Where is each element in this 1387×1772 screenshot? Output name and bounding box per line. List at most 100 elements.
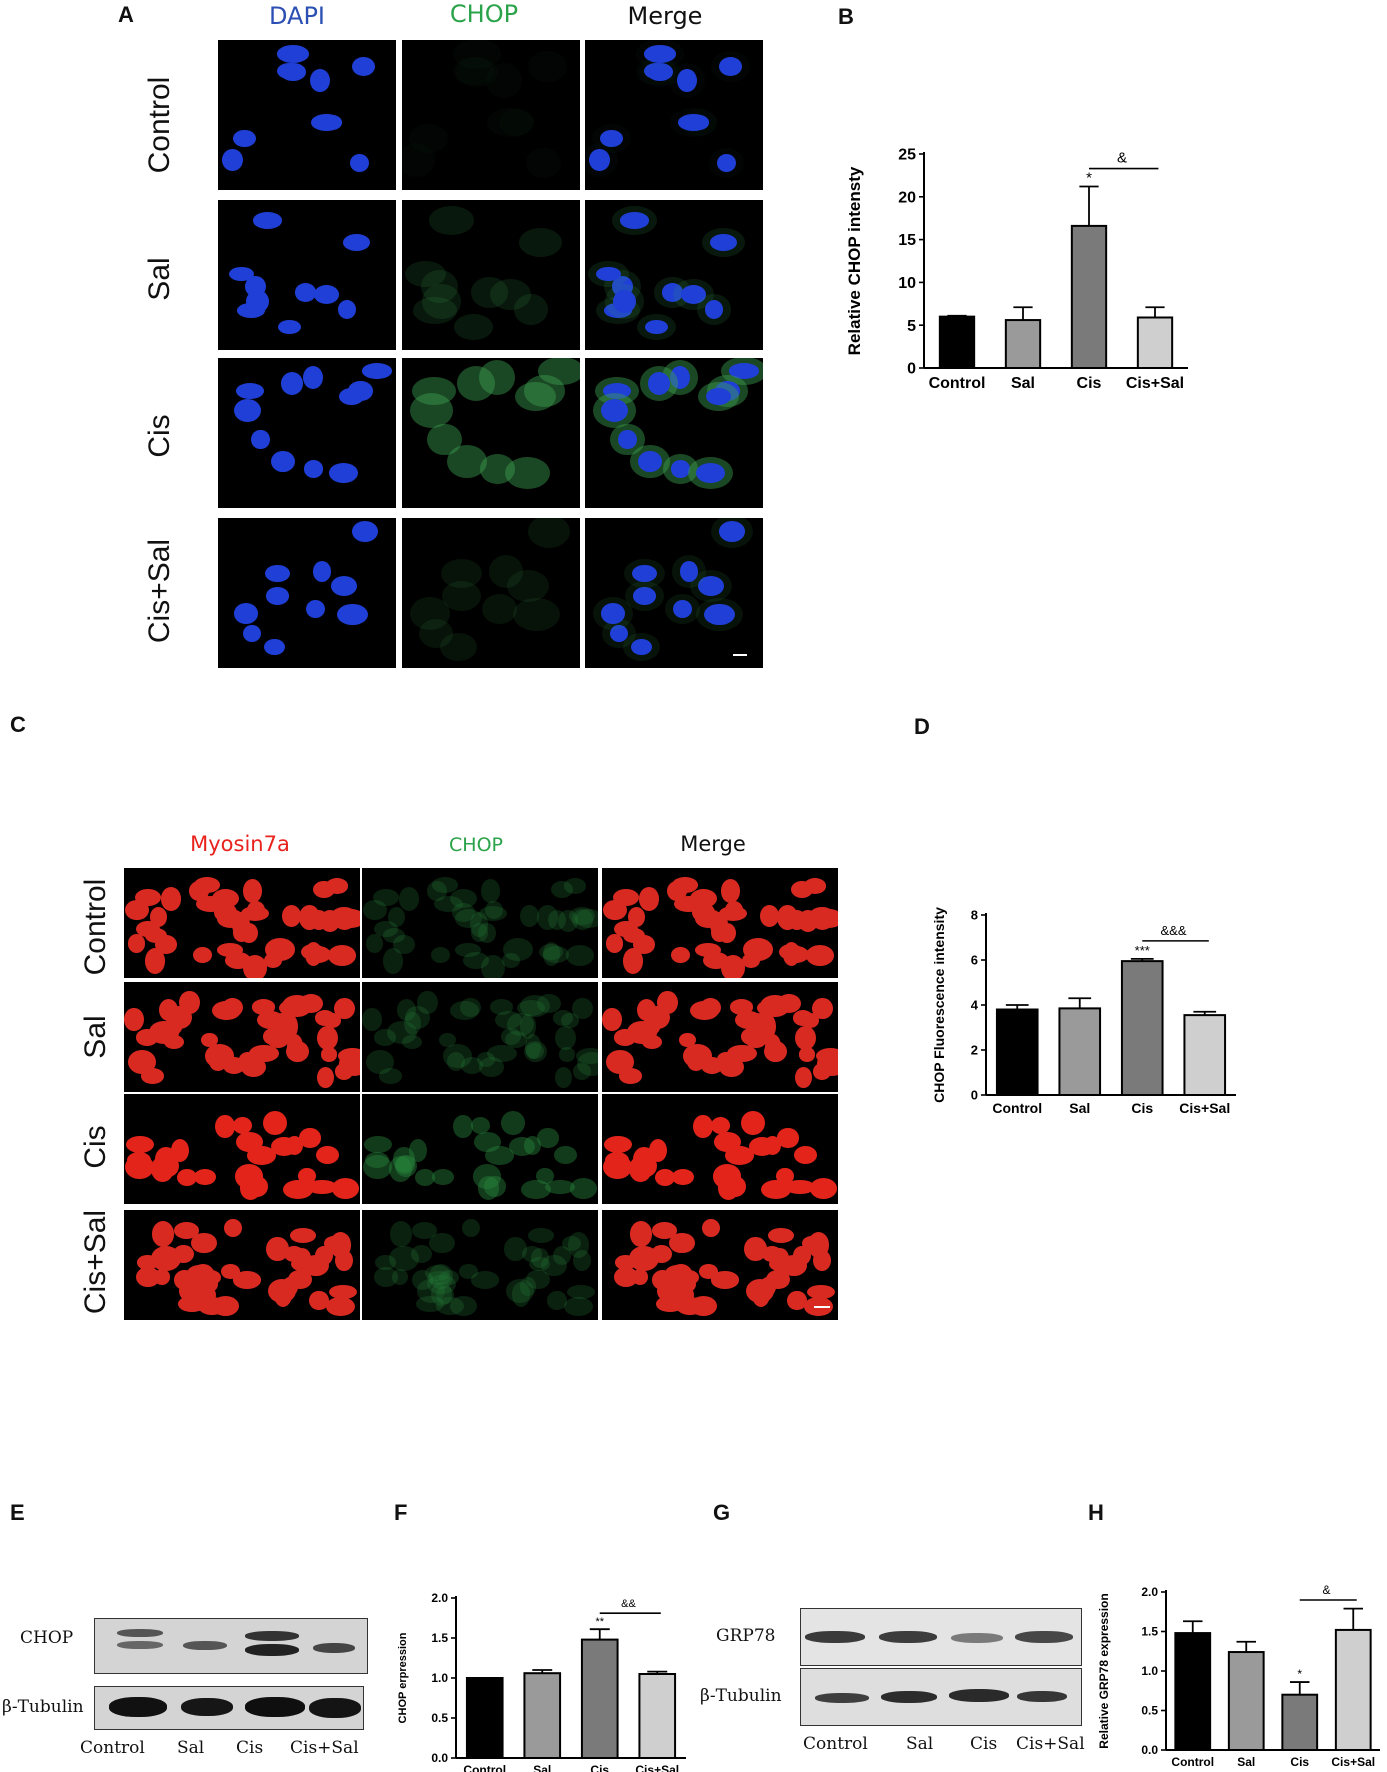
panel-label-b: B	[838, 4, 854, 29]
bracket-label: &&&	[1160, 923, 1186, 938]
significance-mark: **	[595, 1616, 604, 1628]
y-tick-label: 4	[971, 998, 979, 1013]
lane-label-sal-e: Sal	[177, 1738, 205, 1758]
bar-chart-d: CHOP Fluorescence intensity 0 2 4 6 8 Control S…	[931, 907, 1236, 1116]
y-tick-label: 0.5	[1141, 1704, 1158, 1718]
blot-label-tubulin-g: β-Tubulin	[700, 1686, 782, 1706]
y-tick-label: 1.5	[431, 1631, 448, 1645]
bar-cis	[580, 1638, 619, 1759]
y-tick-label: 6	[971, 953, 978, 968]
lane-label-cis-sal-e: Cis+Sal	[290, 1738, 359, 1758]
micrograph-c-cis-chop	[362, 1094, 598, 1204]
bar-cis	[1070, 224, 1108, 369]
y-tick-label: 2.0	[1141, 1585, 1158, 1599]
bar-control	[465, 1677, 504, 1759]
y-axis-label: Relative GRP78 expression	[1097, 1593, 1111, 1748]
blot-label-chop: CHOP	[20, 1628, 74, 1648]
category-label: Sal	[1069, 1100, 1090, 1116]
category-label: Cis+Sal	[1126, 375, 1184, 392]
y-tick-label: 0	[907, 361, 916, 378]
category-label: Cis	[1290, 1755, 1309, 1769]
micrograph-c-sal-chop	[362, 982, 598, 1092]
y-tick-label: 8	[971, 908, 978, 923]
bar-cis	[1120, 960, 1164, 1096]
y-axis-label: CHOP erpression	[397, 1632, 409, 1723]
micrograph-c-cis-sal-merge	[602, 1210, 838, 1320]
category-label: Cis+Sal	[1179, 1100, 1230, 1116]
y-tick-label: 1.5	[1141, 1625, 1158, 1639]
row-label-control: Control	[143, 76, 176, 174]
significance-mark: ***	[1135, 943, 1150, 958]
micrograph-a-sal-merge	[585, 200, 763, 350]
blot-chop	[94, 1618, 368, 1674]
category-label: Cis	[1077, 375, 1102, 392]
micrograph-a-control-dapi	[218, 40, 396, 190]
bar-chart-h: Relative GRP78 expression 0.0 0.5 1.0 1.5 2.0…	[1097, 1583, 1380, 1769]
lane-label-control-e: Control	[80, 1738, 145, 1758]
bar-chart-b: Relative CHOP intensty 0 5 10 15 20 25 Control S…	[845, 147, 1188, 392]
micrograph-a-cis-dapi	[218, 358, 396, 508]
bar-sal	[1227, 1651, 1265, 1751]
y-tick-label: 20	[898, 189, 916, 206]
micrograph-a-cis-sal-dapi	[218, 518, 396, 668]
panel-label-e: E	[10, 1500, 25, 1525]
y-axis-label: CHOP Fluorescence intensity	[931, 907, 947, 1103]
bar-cis-sal	[638, 1673, 677, 1759]
micrograph-a-control-merge	[585, 40, 763, 190]
category-label: Control	[1171, 1755, 1214, 1769]
micrograph-a-cis-chop	[402, 358, 580, 508]
category-label: Cis+Sal	[635, 1763, 679, 1772]
micrograph-c-cis-merge	[602, 1094, 838, 1204]
category-label: Cis	[1131, 1100, 1153, 1116]
y-tick-label: 0.0	[431, 1751, 448, 1765]
column-header-dapi: DAPI	[268, 2, 326, 30]
micrograph-c-cis-sal-chop	[362, 1210, 598, 1320]
y-tick-label: 2	[971, 1043, 978, 1058]
panel-label-f: F	[394, 1500, 408, 1525]
lane-label-cis-g: Cis	[970, 1734, 998, 1754]
bar-control	[1174, 1632, 1212, 1751]
category-label: Sal	[1011, 375, 1035, 392]
blot-grp78	[800, 1608, 1082, 1666]
scale-bar-a	[733, 654, 747, 656]
micrograph-c-control-merge	[602, 868, 838, 978]
micrograph-a-cis-sal-merge	[585, 518, 763, 668]
category-label: Cis+Sal	[1331, 1755, 1375, 1769]
micrograph-a-sal-dapi	[218, 200, 396, 350]
y-tick-label: 0	[971, 1088, 978, 1103]
y-tick-label: 10	[898, 275, 916, 292]
y-tick-label: 25	[898, 147, 916, 164]
category-label: Control	[463, 1763, 506, 1772]
significance-mark: *	[1297, 1667, 1302, 1681]
row-label-cis-sal-c: Cis+Sal	[79, 1209, 112, 1315]
category-label: Control	[929, 375, 986, 392]
row-label-cis-c: Cis	[79, 1125, 112, 1169]
row-label-sal-c: Sal	[79, 1015, 112, 1059]
panel-label-d: D	[914, 714, 930, 739]
panel-label-a: A	[118, 2, 134, 27]
y-tick-label: 15	[898, 232, 916, 249]
bracket-label: &	[1322, 1583, 1330, 1597]
row-label-cis: Cis	[143, 414, 176, 458]
column-header-chop-c: CHOP	[449, 834, 503, 856]
bar-cis-sal	[1136, 316, 1174, 370]
bar-sal	[523, 1672, 562, 1759]
micrograph-a-cis-merge	[585, 358, 763, 508]
blot-label-tubulin-e: β-Tubulin	[2, 1697, 84, 1717]
column-header-myosin7a: Myosin7a	[190, 832, 290, 856]
bracket-label: &	[1117, 150, 1127, 167]
bar-control	[938, 315, 976, 369]
lane-label-cis-sal-g: Cis+Sal	[1016, 1734, 1085, 1754]
column-header-chop: CHOP	[449, 0, 519, 28]
y-tick-label: 2.0	[431, 1591, 448, 1605]
row-label-cis-sal: Cis+Sal	[143, 538, 176, 644]
category-label: Sal	[533, 1763, 551, 1772]
micrograph-c-sal-myosin7a	[124, 982, 360, 1092]
scale-bar-c	[814, 1306, 830, 1308]
blot-tubulin-e	[94, 1686, 364, 1730]
bar-sal	[1058, 1007, 1102, 1096]
panel-label-g: G	[713, 1500, 731, 1525]
micrograph-c-control-chop	[362, 868, 598, 978]
blot-tubulin-g	[800, 1668, 1082, 1726]
row-label-sal: Sal	[143, 257, 176, 301]
